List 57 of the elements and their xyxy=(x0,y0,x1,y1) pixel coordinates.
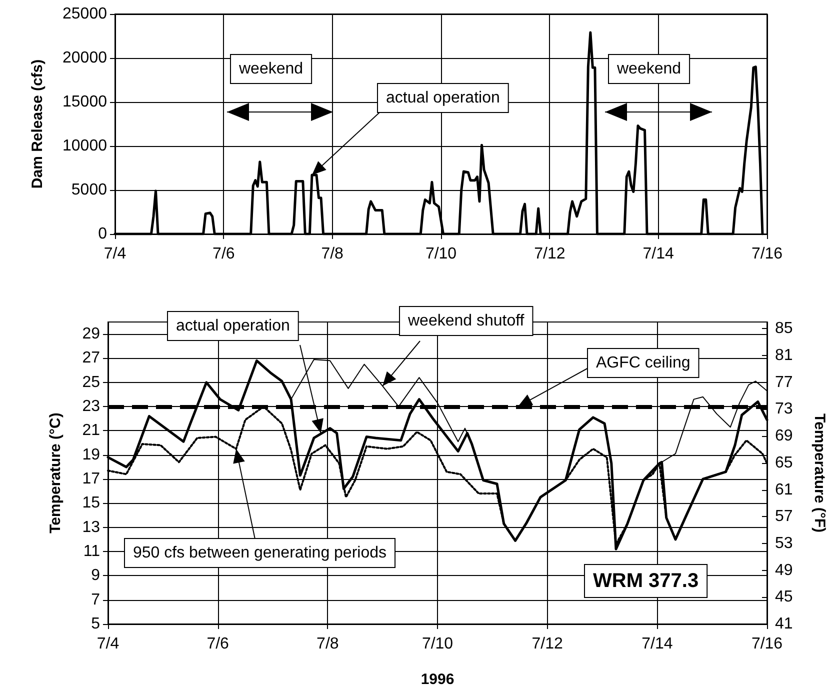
x-tick-label: 7/8 xyxy=(316,636,339,652)
y-tick-label: 11 xyxy=(83,543,100,560)
y-tick-label: 5000 xyxy=(71,182,108,198)
x-tick-label: 7/16 xyxy=(751,636,783,652)
x-tick-label: 7/4 xyxy=(96,636,120,652)
y-tick-label: 9 xyxy=(91,567,100,584)
y2-tick-label: 77 xyxy=(775,374,793,391)
y-tick-label: 25 xyxy=(82,374,100,391)
y2-tick-label: 53 xyxy=(775,534,793,552)
x-tick-label: 7/6 xyxy=(212,246,235,262)
x-tick-label: 7/8 xyxy=(321,246,344,262)
x-tick-label: 7/6 xyxy=(206,636,230,652)
ref-line-label: AGFC ceiling xyxy=(596,354,690,372)
y-tick-label: 27 xyxy=(82,350,100,367)
y2-tick-label: 49 xyxy=(775,562,793,579)
annotation: weekend xyxy=(238,60,304,78)
y2-tick-label: 69 xyxy=(775,428,793,445)
y-tick-label: 19 xyxy=(82,446,100,464)
y2-tick-label: 65 xyxy=(775,454,793,472)
y-tick-label: 13 xyxy=(82,518,100,536)
y-tick-label: 29 xyxy=(82,326,100,343)
y-tick-label: 17 xyxy=(82,470,100,488)
y-tick-label: 21 xyxy=(82,422,100,440)
x-tick-label: 7/10 xyxy=(425,246,457,262)
y-tick-label: 0 xyxy=(98,226,108,242)
y2-axis-title: Temperature (°F) xyxy=(811,413,828,533)
x-tick-label: 7/14 xyxy=(642,246,674,262)
y-tick-label: 7 xyxy=(91,591,100,608)
x-tick-label: 7/10 xyxy=(422,636,454,652)
x-tick-label: 7/12 xyxy=(534,246,566,262)
y2-tick-label: 41 xyxy=(775,616,793,632)
x-tick-label: 7/12 xyxy=(532,636,564,652)
y-tick-label: 20000 xyxy=(62,50,108,66)
x-tick-label: 7/14 xyxy=(642,636,673,652)
x-tick-label: 7/4 xyxy=(104,246,126,262)
y2-tick-label: 73 xyxy=(775,400,793,418)
y2-tick-label: 57 xyxy=(775,508,793,526)
y-tick-label: 10000 xyxy=(62,138,108,154)
annotation: 950 cfs between generating periods xyxy=(133,544,387,562)
annotation: weekend shutoff xyxy=(407,312,525,330)
y-tick-label: 15 xyxy=(82,494,100,512)
annotation: actual operation xyxy=(386,90,500,106)
x-axis-title: 1996 xyxy=(420,671,454,688)
annotation: weekend xyxy=(616,60,682,78)
annotation: WRM 377.3 xyxy=(593,570,699,592)
x-tick-label: 7/16 xyxy=(751,246,783,262)
y2-tick-label: 85 xyxy=(775,320,793,338)
y2-tick-label: 61 xyxy=(775,481,793,498)
y-tick-label: 5 xyxy=(91,616,100,632)
y2-tick-label: 45 xyxy=(775,588,793,606)
y2-tick-label: 81 xyxy=(775,347,793,364)
y-axis-title: Dam Release (cfs) xyxy=(29,59,46,189)
annotation: actual operation xyxy=(176,318,290,334)
y-tick-label: 23 xyxy=(82,398,100,416)
y-axis-title: Temperature (°C) xyxy=(47,412,64,534)
y-tick-label: 25000 xyxy=(62,6,108,22)
y-tick-label: 15000 xyxy=(62,94,108,110)
